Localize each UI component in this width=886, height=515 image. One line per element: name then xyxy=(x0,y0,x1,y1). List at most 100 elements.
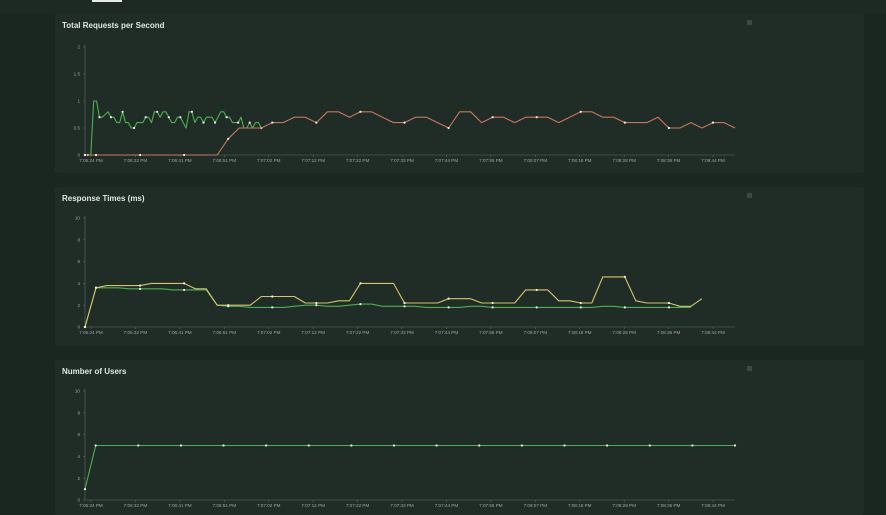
y-tick-label: 2 xyxy=(77,303,80,308)
x-tick-label: 7:08:18 PM xyxy=(568,330,592,335)
y-tick-label: 6 xyxy=(77,259,80,264)
data-point xyxy=(138,287,142,290)
data-point xyxy=(307,444,310,447)
series-line-0 xyxy=(84,287,691,328)
x-tick-label: 7:08:18 PM xyxy=(568,158,592,163)
data-point xyxy=(491,116,494,119)
x-tick-label: 7:08:07 PM xyxy=(524,330,548,335)
data-point xyxy=(315,304,318,307)
x-tick-label: 7:06:24 PM xyxy=(79,158,103,163)
active-tab-indicator[interactable] xyxy=(92,0,122,2)
data-point xyxy=(520,444,523,447)
x-tick-label: 7:07:12 PM xyxy=(301,330,325,335)
data-point xyxy=(403,121,406,124)
x-tick-label: 7:07:02 PM xyxy=(257,503,281,508)
x-tick-label: 7:08:18 PM xyxy=(568,503,592,508)
panel-options-icon[interactable] xyxy=(747,20,752,25)
x-tick-label: 7:06:32 PM xyxy=(124,503,148,508)
data-point xyxy=(579,306,582,309)
data-point xyxy=(535,288,538,292)
data-point xyxy=(579,301,582,305)
users-chart: 0 2 4 6 8 10 7:06:24 PM 7:06:32 PM 7:06:41 PM 7:0… xyxy=(75,389,737,508)
data-point xyxy=(392,444,396,447)
data-point xyxy=(265,444,268,447)
y-tick-label: 0.5 xyxy=(74,126,81,131)
x-tick-label: 7:07:55 PM xyxy=(479,503,503,508)
y-tick-label: 4 xyxy=(77,281,80,286)
panel-options-icon[interactable] xyxy=(747,193,752,198)
number-of-users-panel: Number of Users 0 2 4 6 8 10 7:06:24 PM 7:06:32… xyxy=(55,360,864,515)
x-tick-label: 7:08:28 PM xyxy=(612,330,636,335)
series-line-0 xyxy=(84,444,735,490)
data-point xyxy=(213,121,217,124)
data-point xyxy=(271,295,274,298)
x-tick-label: 7:06:32 PM xyxy=(124,330,148,335)
data-point xyxy=(156,110,159,113)
data-point xyxy=(606,444,609,447)
x-tick-label: 7:06:41 PM xyxy=(168,158,192,163)
data-point xyxy=(138,284,142,287)
x-tick-label: 7:07:22 PM xyxy=(346,503,370,508)
data-point xyxy=(109,116,113,119)
data-point xyxy=(183,282,186,285)
y-tick-label: 1.5 xyxy=(74,72,81,77)
x-tick-label: 7:07:02 PM xyxy=(257,330,281,335)
x-tick-label: 7:08:28 PM xyxy=(612,158,636,163)
data-point xyxy=(183,288,186,292)
data-point xyxy=(83,488,87,491)
panel-options-icon[interactable] xyxy=(747,366,752,371)
data-point xyxy=(137,444,140,447)
data-point xyxy=(271,121,274,124)
x-tick-label: 7:08:44 PM xyxy=(701,158,725,163)
data-point xyxy=(447,126,450,130)
response-times-chart: 0 2 4 6 8 10 7:06:24 PM 7:06:32 PM 7:06:41 PM 7:0… xyxy=(75,216,735,335)
data-point xyxy=(535,306,538,309)
x-tick-label: 7:07:55 PM xyxy=(479,158,503,163)
x-tick-label: 7:08:07 PM xyxy=(524,158,548,163)
y-tick-label: 0 xyxy=(77,153,80,158)
data-point xyxy=(98,116,101,119)
data-point xyxy=(667,306,670,309)
data-point xyxy=(248,121,251,124)
x-tick-label: 7:07:12 PM xyxy=(301,503,325,508)
x-tick-label: 7:08:36 PM xyxy=(657,330,681,335)
data-point xyxy=(222,444,225,447)
data-point xyxy=(447,306,450,309)
y-tick-label: 10 xyxy=(75,216,81,221)
requests-per-second-panel: Total Requests per Second 0 0.5 1 1.5 2 7:06:… xyxy=(55,14,864,173)
y-tick-label: 10 xyxy=(75,389,81,394)
y-tick-label: 8 xyxy=(77,410,80,415)
data-point xyxy=(94,444,97,447)
x-tick-label: 7:07:44 PM xyxy=(435,158,459,163)
data-point xyxy=(648,444,651,447)
panel-title: Total Requests per Second xyxy=(62,21,165,30)
series-line-0 xyxy=(85,100,262,156)
data-point xyxy=(359,110,362,113)
data-point xyxy=(350,444,353,447)
data-point xyxy=(623,121,626,124)
data-point xyxy=(579,110,582,113)
data-point xyxy=(315,121,318,124)
x-tick-label: 7:07:22 PM xyxy=(346,158,370,163)
x-tick-label: 7:08:07 PM xyxy=(524,503,548,508)
data-point xyxy=(447,297,450,300)
data-point xyxy=(83,153,87,157)
data-point xyxy=(315,301,318,305)
panel-title: Response Times (ms) xyxy=(62,194,145,203)
y-tick-label: 6 xyxy=(77,432,80,437)
data-point xyxy=(403,301,406,305)
data-point xyxy=(183,153,186,157)
data-point xyxy=(179,116,182,119)
y-tick-label: 0 xyxy=(77,498,80,503)
response-times-panel: Response Times (ms) 0 2 4 6 8 10 7:06:24 PM 7:0… xyxy=(55,187,864,346)
x-tick-label: 7:06:24 PM xyxy=(79,503,103,508)
data-point xyxy=(271,306,274,309)
data-point xyxy=(667,126,670,130)
data-point xyxy=(133,126,136,130)
data-point xyxy=(711,121,715,124)
data-point xyxy=(563,444,566,447)
x-tick-label: 7:06:51 PM xyxy=(213,158,237,163)
series-line-1 xyxy=(84,276,703,328)
panel-title: Number of Users xyxy=(62,367,127,376)
x-tick-label: 7:08:36 PM xyxy=(657,503,681,508)
